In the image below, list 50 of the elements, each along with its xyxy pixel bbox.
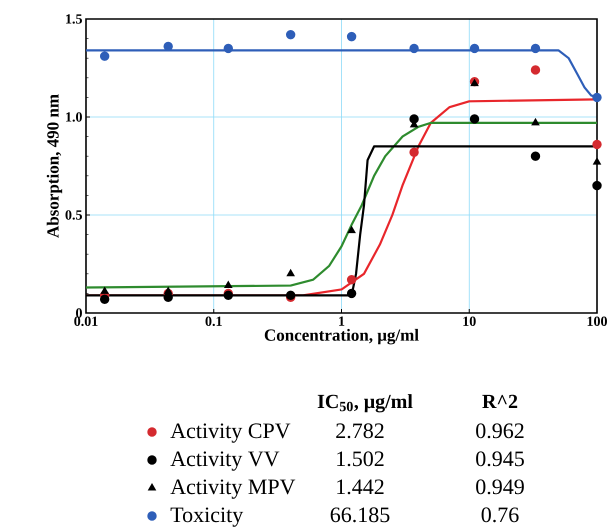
x-tick-label: 1 — [339, 316, 344, 326]
point — [348, 226, 356, 234]
text: 1.442 — [337, 479, 384, 494]
point — [593, 158, 601, 165]
text: 0.76 — [482, 507, 519, 522]
legend-label: Activity MPV — [170, 479, 296, 499]
point — [530, 65, 540, 75]
point — [164, 292, 173, 302]
point — [224, 44, 234, 54]
point — [592, 92, 602, 102]
text: IC$_{50}$, μg/ml — [318, 394, 413, 412]
text: 66.185 — [330, 507, 390, 522]
point — [470, 114, 480, 124]
y-tick-label: 0 — [76, 308, 82, 318]
legend-label: Activity CPV — [170, 423, 290, 443]
point — [100, 294, 110, 304]
y-tick-label: 1.5 — [66, 14, 82, 24]
point — [409, 44, 419, 54]
legend-label: Activity VV — [170, 451, 280, 471]
y-axis-title: Absorption, 490 nm — [46, 94, 62, 238]
x-tick-label: 0.01 — [74, 316, 98, 326]
x-tick-label: 10 — [463, 316, 476, 326]
text: 1.502 — [337, 451, 384, 466]
point — [470, 44, 480, 54]
point — [224, 281, 232, 288]
point — [286, 269, 294, 276]
x-tick-label: 0.1 — [206, 316, 222, 326]
point — [100, 287, 108, 294]
point — [346, 274, 356, 284]
point — [100, 52, 110, 61]
x-tick-label: 100 — [588, 316, 607, 326]
point — [164, 287, 172, 294]
point — [530, 151, 540, 161]
point — [592, 140, 602, 150]
text: 0.945 — [476, 451, 524, 466]
point — [346, 32, 356, 42]
point — [346, 288, 356, 298]
text: 0.949 — [476, 479, 524, 494]
point — [409, 148, 419, 157]
point — [592, 180, 602, 190]
text: R^2 — [482, 394, 518, 408]
y-tick-label: 1.0 — [66, 112, 82, 122]
legend-label: Toxicity — [170, 507, 244, 527]
text: 2.782 — [336, 423, 384, 438]
point — [530, 44, 540, 54]
x-axis-title: Concentration, μg/ml — [264, 328, 419, 344]
y-tick-label: 0.5 — [66, 210, 82, 220]
point — [532, 118, 540, 126]
point — [286, 30, 296, 40]
text: 0.962 — [476, 423, 524, 438]
